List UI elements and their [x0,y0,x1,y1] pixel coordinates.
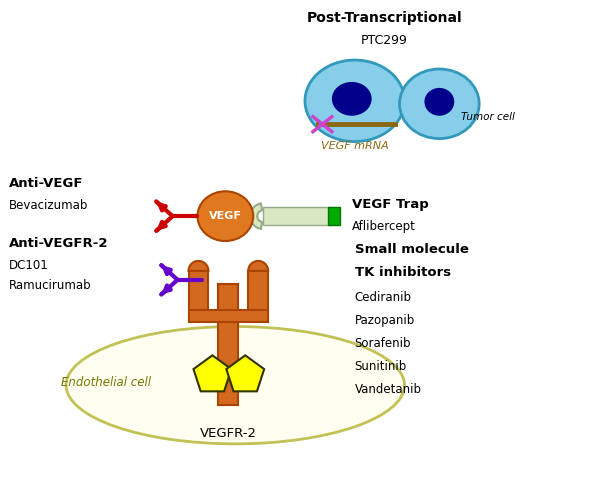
Text: Small molecule: Small molecule [355,244,469,257]
Text: DC101: DC101 [10,260,49,272]
Text: Tumor cell: Tumor cell [461,112,515,122]
Text: VEGF Trap: VEGF Trap [352,198,428,211]
Wedge shape [188,261,208,271]
Polygon shape [193,355,232,391]
Text: Post-Transcriptional: Post-Transcriptional [307,11,463,25]
Ellipse shape [305,60,404,142]
Text: Pazopanib: Pazopanib [355,314,415,327]
Text: Vandetanib: Vandetanib [355,383,422,396]
Wedge shape [250,203,262,229]
Bar [328,207,340,224]
Ellipse shape [197,191,253,241]
Bar [188,309,268,322]
Wedge shape [248,261,268,271]
Text: Endothelial cell: Endothelial cell [61,376,151,389]
Bar [248,271,268,316]
Text: Aflibercept: Aflibercept [352,220,416,233]
Polygon shape [226,355,264,391]
Bar [188,271,208,316]
Bar [263,207,331,224]
Text: Anti-VEGFR-2: Anti-VEGFR-2 [10,237,109,249]
Text: Cediranib: Cediranib [355,291,412,304]
Text: VEGF mRNA: VEGF mRNA [321,141,389,151]
Text: VEGF: VEGF [209,211,242,221]
Ellipse shape [66,326,404,444]
Text: Sorafenib: Sorafenib [355,337,411,350]
Text: Ramucirumab: Ramucirumab [10,279,92,292]
Ellipse shape [400,69,479,139]
Text: VEGFR-2: VEGFR-2 [200,427,257,440]
Text: Sunitinib: Sunitinib [355,360,407,373]
Ellipse shape [332,82,371,116]
Ellipse shape [424,88,454,116]
Bar [218,284,238,405]
Text: PTC299: PTC299 [361,34,408,47]
Text: TK inhibitors: TK inhibitors [355,266,451,279]
Text: Bevacizumab: Bevacizumab [10,199,89,212]
Text: Anti-VEGF: Anti-VEGF [10,177,84,190]
